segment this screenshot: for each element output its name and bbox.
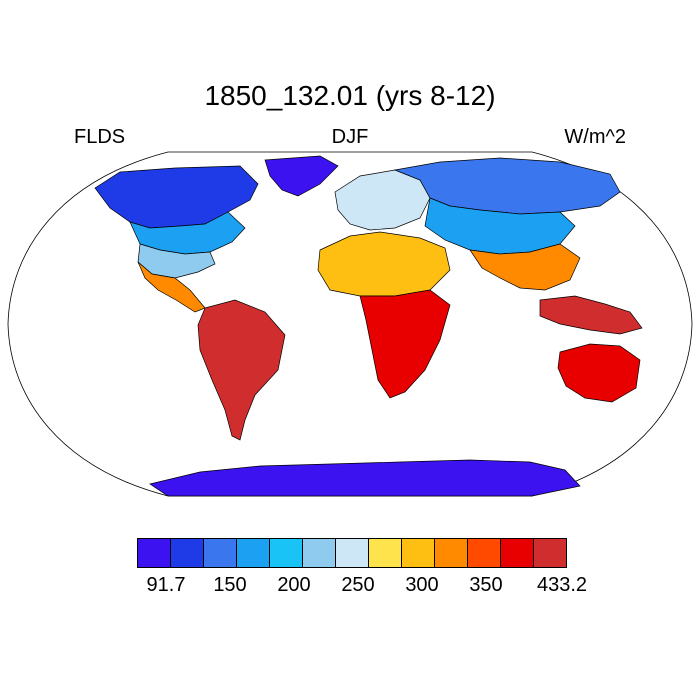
colorbar-swatch bbox=[335, 538, 369, 568]
colorbar-swatch bbox=[269, 538, 303, 568]
colorbar-tick-label: 200 bbox=[277, 574, 311, 596]
units-label: W/m^2 bbox=[564, 126, 626, 148]
colorbar-tick-label: 250 bbox=[341, 574, 375, 596]
colorbar-swatch bbox=[170, 538, 204, 568]
season-label: DJF bbox=[331, 126, 369, 148]
colorbar-swatch bbox=[533, 538, 567, 568]
colorbar-swatch bbox=[203, 538, 237, 568]
colorbar-tick-label: 433.2 bbox=[536, 574, 588, 596]
region-maritime-continent bbox=[539, 295, 643, 335]
colorbar-swatch bbox=[500, 538, 534, 568]
colorbar-swatch bbox=[467, 538, 501, 568]
region-sub-saharan-africa bbox=[359, 289, 451, 399]
colorbar-tick-label: 350 bbox=[469, 574, 503, 596]
colorbar-tick-label: 150 bbox=[213, 574, 247, 596]
colorbar-swatch bbox=[434, 538, 468, 568]
region-south-asia bbox=[469, 243, 581, 291]
region-australia bbox=[557, 343, 641, 403]
region-antarctica bbox=[149, 459, 581, 497]
world-map bbox=[7, 151, 693, 497]
colorbar-swatch bbox=[137, 538, 171, 568]
region-europe bbox=[334, 169, 431, 231]
page-title: 1850_132.01 (yrs 8-12) bbox=[204, 80, 496, 111]
colorbar-swatch bbox=[368, 538, 402, 568]
region-south-america bbox=[197, 299, 286, 441]
colorbar-swatch bbox=[401, 538, 435, 568]
variable-label: FLDS bbox=[74, 126, 126, 148]
colorbar-swatch bbox=[302, 538, 336, 568]
colorbar-tick-label: 300 bbox=[405, 574, 439, 596]
region-north-africa bbox=[317, 231, 451, 297]
region-mexico bbox=[137, 261, 206, 313]
region-greenland bbox=[264, 155, 339, 197]
colorbar-swatch bbox=[236, 538, 270, 568]
colorbar-tick-label: 91.7 bbox=[146, 574, 186, 596]
colorbar bbox=[137, 538, 567, 568]
